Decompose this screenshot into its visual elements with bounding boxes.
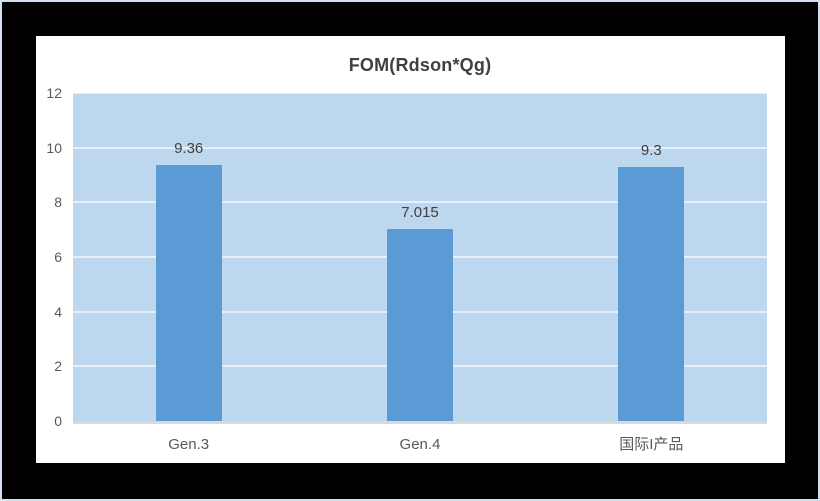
chart-panel: FOM(Rdson*Qg) 0 2 4 6 8 10 12 9.36 7.015 9.3 Gen… (36, 36, 785, 463)
bar-value-label: 9.36 (174, 140, 204, 158)
x-axis: Gen.3 Gen.4 国际I产品 (73, 424, 767, 463)
x-category-label: Gen.3 (168, 436, 210, 453)
bar-slot: 9.3 (536, 93, 767, 421)
x-category-label: Gen.4 (399, 436, 441, 453)
y-tick-label: 10 (46, 139, 62, 156)
y-tick-label: 6 (54, 249, 62, 265)
x-category-label: 国际I产品 (619, 436, 684, 453)
bar-value-label: 7.015 (401, 204, 439, 222)
bar-slot: 7.015 (304, 93, 535, 421)
bar (618, 166, 685, 421)
gridline (73, 93, 767, 94)
gridline (73, 146, 767, 149)
bar (386, 229, 453, 421)
bar-value-label: 9.3 (640, 141, 662, 159)
y-tick-label: 0 (54, 413, 62, 429)
y-tick-label: 4 (54, 303, 62, 320)
bar-slot: 9.36 (73, 93, 304, 421)
y-tick-label: 8 (54, 194, 62, 211)
y-tick-label: 12 (46, 85, 62, 101)
gridline (73, 201, 767, 204)
plot-area: 9.36 7.015 9.3 (73, 93, 767, 424)
y-axis: 0 2 4 6 8 10 12 (36, 86, 73, 428)
bar (155, 165, 222, 421)
y-tick-label: 2 (54, 358, 62, 375)
chart-title: FOM(Rdson*Qg) (348, 55, 492, 75)
